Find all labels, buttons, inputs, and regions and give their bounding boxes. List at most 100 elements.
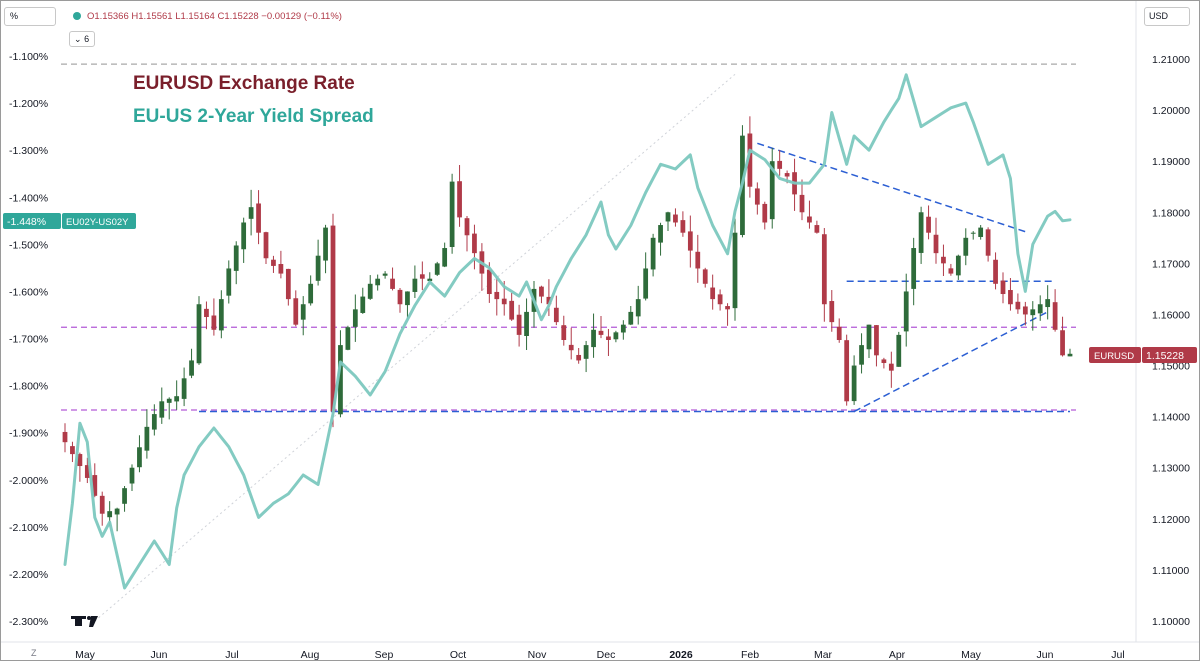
candle-body [576,354,582,361]
candle-body [620,324,626,333]
candle-body [583,345,589,359]
right-tick-label: 1.14000 [1152,412,1190,424]
right-tick-label: 1.15000 [1152,361,1190,373]
candle-body [635,299,641,317]
chevron-down-icon: ⌄ [74,34,82,44]
candle-body [196,304,202,364]
candle-body [367,283,373,299]
right-current-value: 1.15228 [1146,350,1184,362]
annotations [61,63,1076,622]
candle-body [903,291,909,332]
candle-body [859,345,864,365]
x-tick-label: May [961,649,982,660]
candle-body [591,329,596,348]
left-tick-label: -1.600% [9,286,48,298]
candle-body [926,216,931,233]
candle-body [99,495,105,514]
left-tick-label: -1.300% [9,145,48,157]
indicators-toggle[interactable]: ⌄ 6 [69,31,95,47]
candle-body [866,324,872,350]
candle-body [241,222,247,250]
x-tick-label: Jun [1037,649,1054,660]
candle-body [211,315,217,330]
candle-body [263,232,269,259]
candle-body [218,299,224,331]
candle-body [427,278,433,282]
currency-label: USD [1149,11,1169,21]
candle-body [933,234,939,254]
dotted-guide [94,73,736,622]
candle-body [256,203,261,233]
x-tick-label: Oct [450,649,466,660]
x-tick-label: May [75,649,96,660]
candle-body [308,283,314,304]
currency-button[interactable]: USD [1144,7,1190,26]
candle-body [762,203,768,223]
candle-body [821,234,827,305]
unit-toggle-label: % [10,11,19,21]
candle-body [687,231,693,251]
left-tick-label: -2.100% [9,522,48,534]
candle-body [122,488,127,504]
blue-trendline [757,142,1026,233]
candle-body [62,431,68,443]
candle-body [494,291,500,300]
unit-toggle-button[interactable]: % [4,7,56,26]
candle-body [1000,280,1006,295]
candle-body [390,278,395,289]
candle-body [360,296,366,313]
right-axis: 1.21000 1.20000 1.19000 1.18000 1.17000 1.160… [1152,54,1190,628]
candle-body [1022,306,1028,315]
left-tick-label: -1.100% [9,51,48,63]
candle-body [77,454,83,467]
indicators-count: 6 [84,34,90,44]
candle-body [486,269,492,295]
candle-body [844,340,850,402]
candle-body [501,298,507,305]
candle-body [300,304,306,320]
spread-series-label: EU02Y-US02Y [66,217,129,228]
candle-body [874,325,879,356]
candle-body [829,301,835,323]
left-tick-label: -1.800% [9,381,48,393]
candle-body [814,225,820,233]
x-axis: May Jun Jul Aug Sep Oct Nov Dec 2026 Feb Mar Apr May… [75,649,1125,660]
candle-body [918,212,924,253]
candle-body [993,259,998,284]
left-tick-label: -1.900% [9,428,48,440]
candle-body [338,345,343,415]
candle-body [539,286,544,297]
candle-body [449,181,455,248]
candle-body [285,268,291,300]
right-tick-label: 1.12000 [1152,514,1190,526]
candle-body [457,181,462,218]
candle-body [985,229,991,256]
candle-body [665,212,671,222]
x-tick-label: Apr [889,649,906,660]
candle-body [732,232,738,309]
candle-body [1008,290,1013,305]
candle-body [955,255,961,276]
candle-body [658,225,663,243]
candle-body [1030,309,1036,316]
candle-body [769,161,775,220]
candle-body [725,306,730,310]
right-tick-label: 1.21000 [1152,54,1190,66]
candle-body [323,227,328,261]
timezone-icon: Z [31,648,37,658]
candle-body [851,365,857,402]
symbol-dot-icon [73,12,81,20]
x-tick-label: Jul [1111,649,1124,660]
candle-body [1045,299,1051,308]
x-tick-label: Mar [814,649,833,660]
left-tick-label: -2.300% [9,616,48,628]
candle-body [896,334,902,367]
candle-body [673,214,678,223]
left-tick-label: -1.700% [9,334,48,346]
x-tick-label: Sep [375,649,394,660]
candle-body [375,278,381,286]
candle-body [702,269,708,284]
candle-body [159,401,165,418]
candle-body [807,216,812,223]
